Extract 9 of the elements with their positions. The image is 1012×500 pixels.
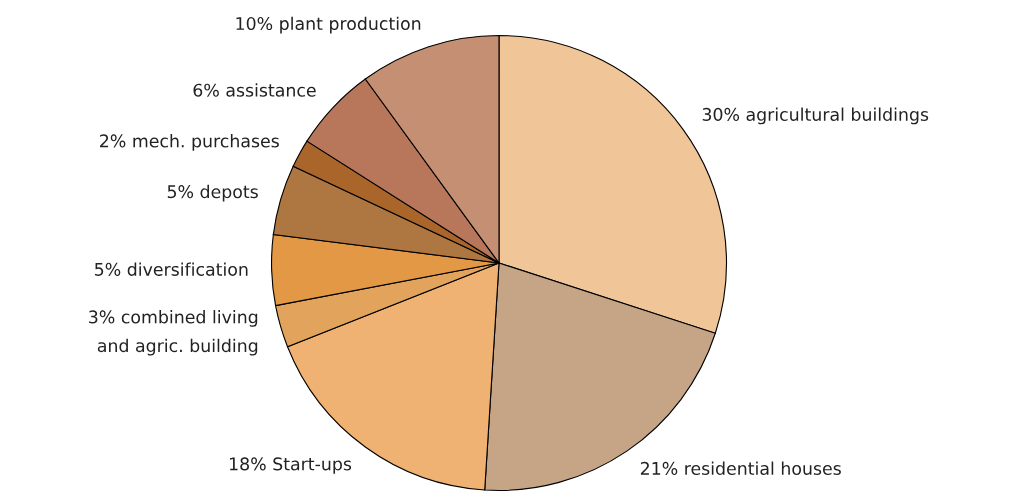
slice-label: 2% mech. purchases (100, 134, 279, 151)
slice-label: 5% depots (167, 184, 258, 202)
slice-label: 21% residential houses (640, 461, 841, 475)
slice-label: 10% plant production (236, 16, 421, 34)
slice-label: 3% combined living and agric. building (89, 310, 258, 356)
slice-label: 6% assistance (193, 83, 316, 97)
slice-label: 30% agricultural buildings (702, 107, 929, 125)
slice-label: 18% Start-ups (230, 457, 352, 474)
slice-label: 5% diversification (95, 262, 248, 276)
